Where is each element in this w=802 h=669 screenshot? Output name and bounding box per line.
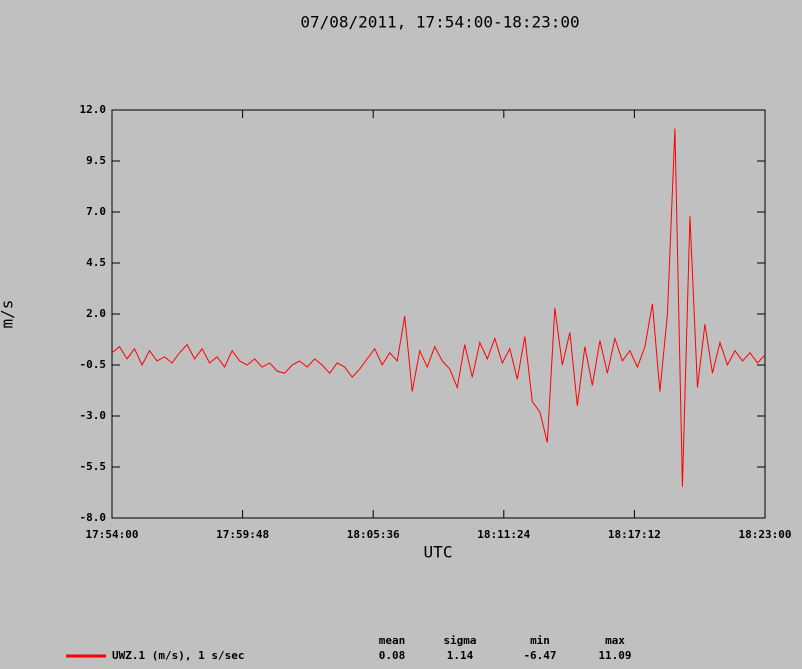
stats-header: mean	[379, 634, 406, 647]
legend-label: UWZ.1 (m/s), 1 s/sec	[112, 649, 244, 662]
stats-value: -6.47	[523, 649, 556, 662]
chart-title: 07/08/2011, 17:54:00-18:23:00	[300, 13, 579, 32]
y-axis-label: m/s	[0, 300, 17, 329]
y-tick-label: 12.0	[80, 103, 107, 116]
x-tick-label: 17:59:48	[216, 528, 269, 541]
y-tick-label: 4.5	[86, 256, 106, 269]
stats-value: 11.09	[598, 649, 631, 662]
y-tick-label: -3.0	[80, 409, 107, 422]
stats-header: min	[530, 634, 550, 647]
y-tick-label: -5.5	[80, 460, 107, 473]
y-tick-label: -0.5	[80, 358, 107, 371]
x-tick-label: 17:54:00	[86, 528, 139, 541]
stats-header: sigma	[443, 634, 476, 647]
stats-value: 1.14	[447, 649, 474, 662]
y-tick-label: 2.0	[86, 307, 106, 320]
x-tick-label: 18:05:36	[347, 528, 400, 541]
x-tick-label: 18:11:24	[477, 528, 530, 541]
x-axis-label: UTC	[424, 543, 453, 562]
y-tick-label: 7.0	[86, 205, 106, 218]
stats-header: max	[605, 634, 625, 647]
stats-value: 0.08	[379, 649, 406, 662]
x-tick-label: 18:17:12	[608, 528, 661, 541]
y-tick-label: 9.5	[86, 154, 106, 167]
y-tick-label: -8.0	[80, 511, 107, 524]
x-tick-label: 18:23:00	[739, 528, 792, 541]
series-line	[111, 128, 766, 487]
